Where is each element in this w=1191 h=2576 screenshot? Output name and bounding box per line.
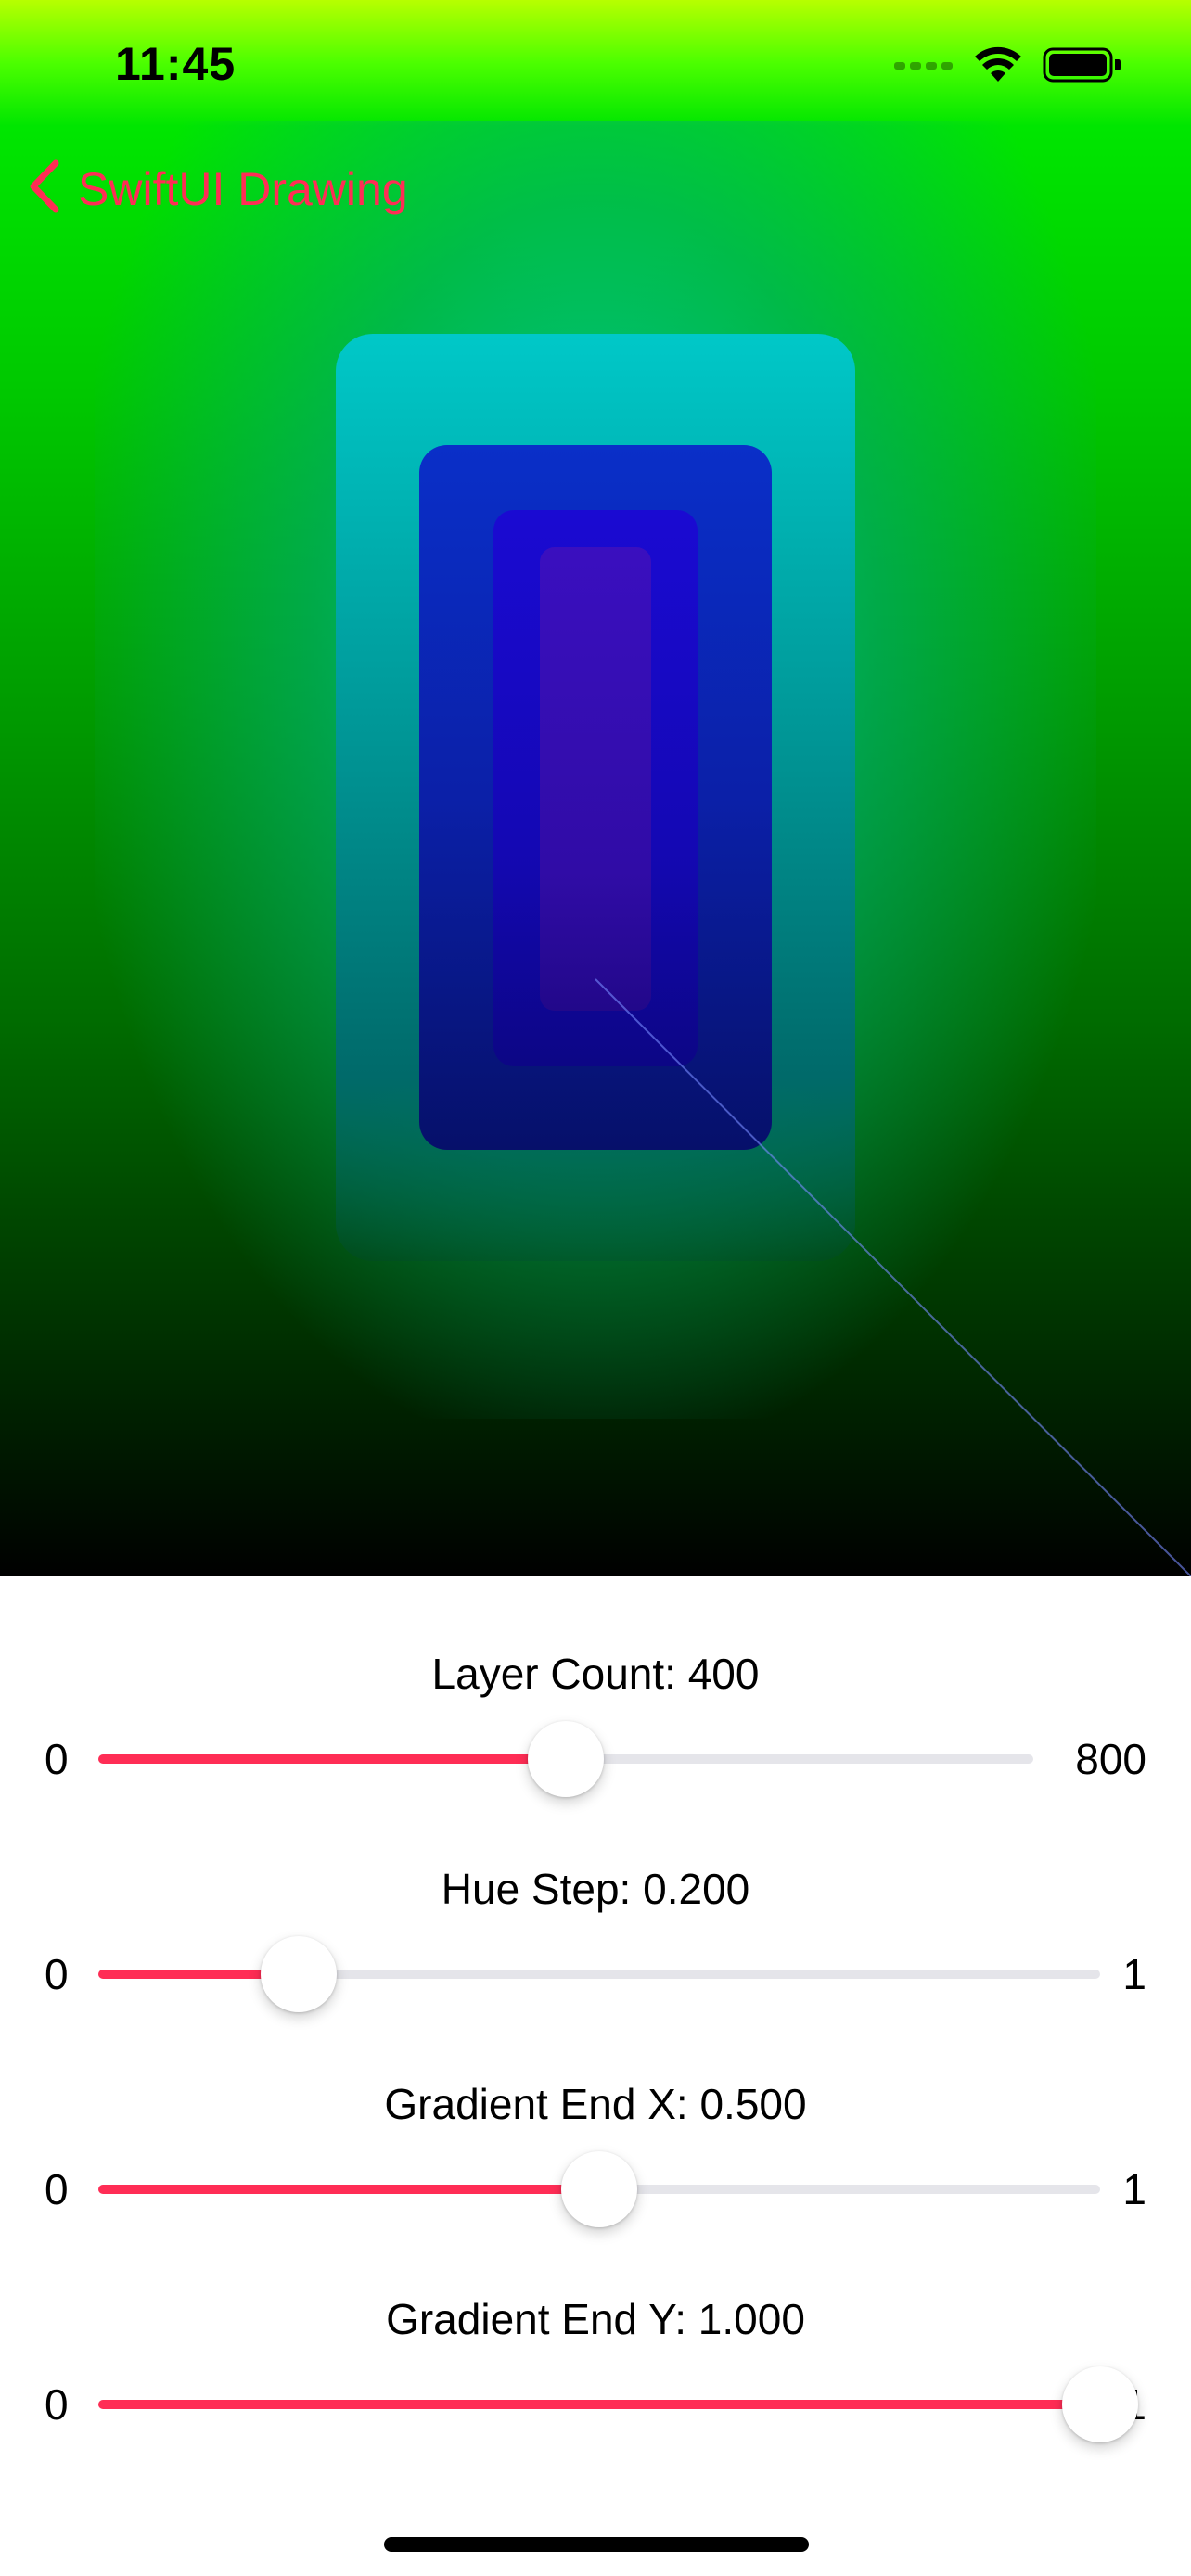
- layer-count-max-label: 800: [1075, 1735, 1146, 1783]
- hue-step-title: Hue Step: 0.200: [441, 1865, 750, 1913]
- hue-step-control: Hue Step: 0.200 0 1: [0, 1864, 1191, 2049]
- status-time: 11:45: [115, 38, 237, 90]
- drawing-layer-violet: [540, 547, 651, 1011]
- gradient-end-y-slider-fill: [98, 2400, 1100, 2409]
- layer-count-control: Layer Count: 400 0 800: [0, 1649, 1191, 1834]
- wifi-icon: [974, 46, 1022, 88]
- gradient-end-x-slider[interactable]: [98, 2151, 1100, 2227]
- layer-count-min-label: 0: [45, 1735, 69, 1783]
- hue-step-slider-thumb[interactable]: [261, 1936, 337, 2012]
- home-indicator: [384, 2537, 809, 2552]
- gradient-end-y-control: Gradient End Y: 1.000 0 1: [0, 2294, 1191, 2480]
- chevron-left-icon: [28, 159, 61, 218]
- cellular-signal-icon: [894, 58, 954, 76]
- gradient-end-y-min-label: 0: [45, 2380, 69, 2429]
- gradient-end-x-slider-fill: [98, 2185, 599, 2194]
- gradient-end-x-control: Gradient End X: 0.500 0 1: [0, 2079, 1191, 2264]
- gradient-drawing-canvas: 11:45: [0, 0, 1191, 1576]
- gradient-end-y-slider[interactable]: [98, 2366, 1138, 2442]
- back-button-label: SwiftUI Drawing: [78, 162, 408, 215]
- gradient-end-x-min-label: 0: [45, 2165, 69, 2213]
- gradient-end-line: [595, 978, 1191, 1576]
- gradient-end-y-slider-thumb[interactable]: [1062, 2366, 1138, 2442]
- battery-icon: [1043, 46, 1122, 88]
- layer-count-slider[interactable]: [98, 1721, 1033, 1797]
- gradient-end-x-slider-thumb[interactable]: [561, 2151, 637, 2227]
- hue-step-min-label: 0: [45, 1950, 69, 1998]
- gradient-end-x-title: Gradient End X: 0.500: [384, 2080, 807, 2128]
- gradient-end-y-title: Gradient End Y: 1.000: [386, 2295, 805, 2343]
- layer-count-slider-fill: [98, 1754, 566, 1764]
- back-button[interactable]: SwiftUI Drawing: [28, 159, 408, 218]
- controls-panel: Layer Count: 400 0 800 Hue Step: 0.200 0…: [0, 1576, 1191, 2576]
- hue-step-max-label: 1: [1122, 1950, 1146, 1998]
- hue-step-slider-fill: [98, 1970, 299, 1979]
- status-icons: [894, 46, 1122, 88]
- hue-step-slider[interactable]: [98, 1936, 1100, 2012]
- layer-count-slider-thumb[interactable]: [528, 1721, 604, 1797]
- gradient-end-x-max-label: 1: [1122, 2165, 1146, 2213]
- layer-count-title: Layer Count: 400: [431, 1650, 760, 1698]
